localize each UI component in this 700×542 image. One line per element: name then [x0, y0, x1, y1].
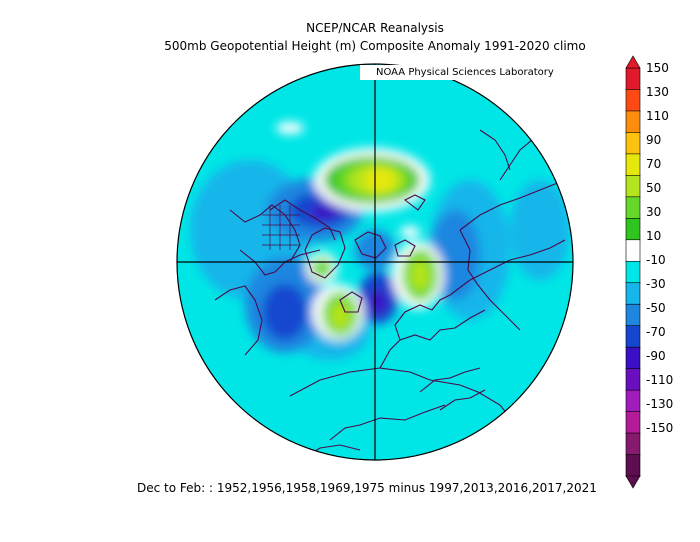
colorbar-segment	[625, 260, 641, 284]
colorbar-tick-label: -10	[646, 253, 666, 267]
chart-subtitle: 500mb Geopotential Height (m) Composite …	[164, 39, 586, 53]
colorbar-tick-label: -70	[646, 325, 666, 339]
colorbar-segment	[625, 175, 641, 198]
colorbar-tick-label: 110	[646, 109, 669, 123]
colorbar-segment	[625, 454, 641, 477]
colorbar-segment	[625, 67, 641, 91]
colorbar-tick-label: -90	[646, 349, 666, 363]
anomaly-atlantic-70	[364, 168, 396, 192]
colorbar-segment	[625, 89, 641, 112]
chart-title: NCEP/NCAR Reanalysis	[306, 21, 444, 35]
colorbar-tick-label: 50	[646, 181, 662, 195]
colorbar-tick-label: 150	[646, 61, 669, 75]
colorbar-segment	[625, 389, 641, 413]
colorbar-segment	[625, 196, 641, 220]
colorbar-tick-label: 30	[646, 205, 662, 219]
colorbar-tick-label: 10	[646, 229, 662, 243]
colorbar-segment	[625, 432, 641, 456]
composite-description: Dec to Feb: : 1952,1956,1958,1969,1975 m…	[137, 481, 597, 495]
colorbar-tick-label: -30	[646, 277, 666, 291]
anomaly-white-top	[276, 122, 304, 134]
colorbar-tick-label: -50	[646, 301, 666, 315]
colorbar-segment	[625, 368, 641, 391]
us-states	[262, 205, 300, 250]
anomaly-alaska-50	[330, 302, 350, 330]
colorbar-segment	[625, 303, 641, 327]
credit-label: NOAA Physical Sciences Laboratory	[360, 65, 626, 80]
colorbar-tick-label: -150	[646, 421, 674, 435]
colorbar-segment	[625, 325, 641, 348]
colorbar-segment	[625, 153, 641, 177]
colorbar-tick-label: 130	[646, 85, 669, 99]
colorbar-segment	[625, 218, 641, 241]
anomaly-europe-50	[410, 259, 430, 291]
colorbar-segment	[625, 411, 641, 434]
colorbar-segment	[625, 239, 641, 263]
colorbar-tick-label: -130	[646, 397, 674, 411]
colorbar-max-arrow	[625, 55, 641, 69]
colorbar-segment	[625, 282, 641, 306]
coastlines	[214, 129, 566, 460]
anomaly-canada-core	[310, 204, 340, 220]
colorbar-segment	[625, 132, 641, 155]
colorbar-segment	[625, 346, 641, 370]
colorbar-tick-label: -110	[646, 373, 674, 387]
colorbar-segment	[625, 110, 641, 134]
colorbar-tick-label: 90	[646, 133, 662, 147]
colorbar-min-arrow	[625, 475, 641, 489]
colorbar-tick-label: 70	[646, 157, 662, 171]
anomaly-pacific-core	[263, 284, 307, 340]
anomaly-blue-east	[510, 180, 570, 280]
anomaly-greenland-30	[312, 258, 332, 278]
anomaly-white-north-atl	[400, 226, 420, 238]
anomaly-siberia-core	[368, 290, 388, 314]
